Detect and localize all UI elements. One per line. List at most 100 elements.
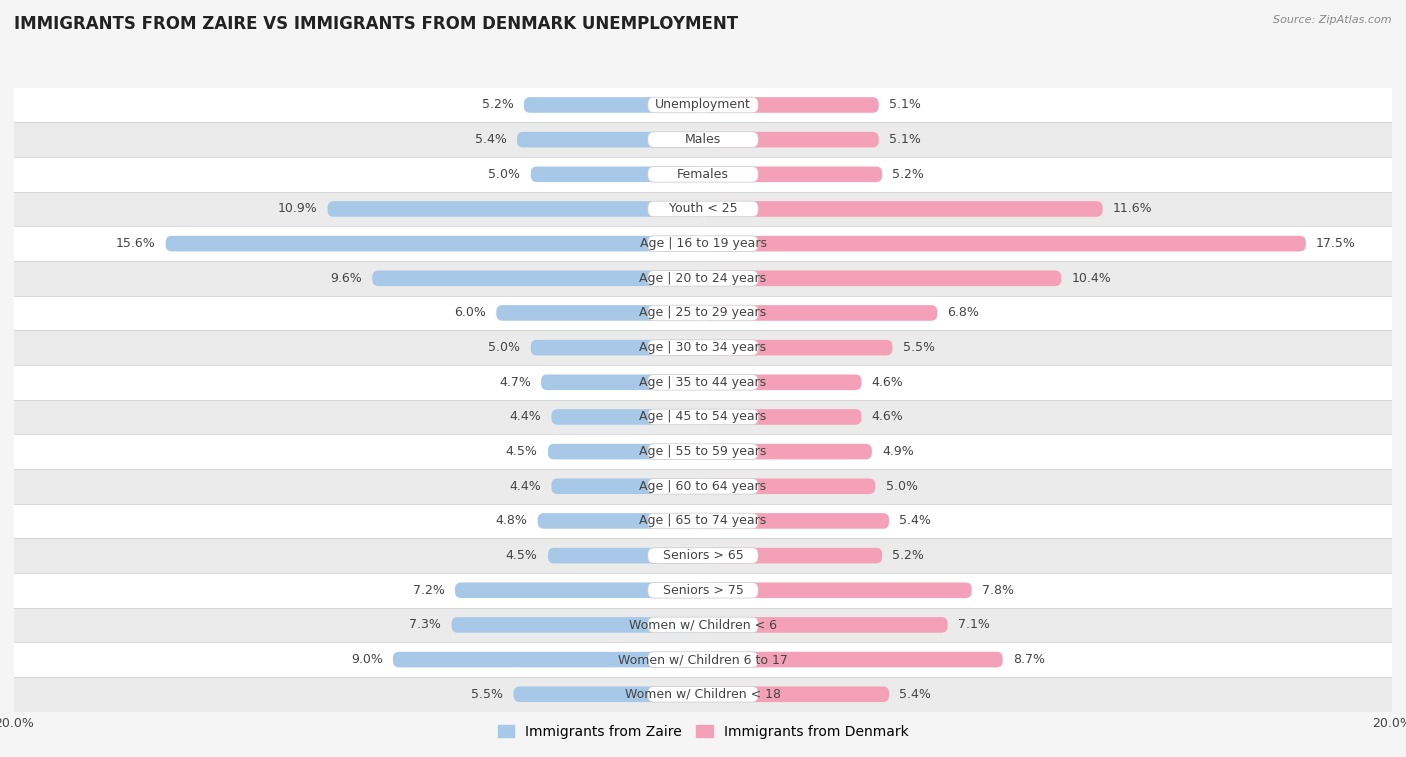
FancyBboxPatch shape <box>451 617 703 633</box>
Text: Seniors > 65: Seniors > 65 <box>662 549 744 562</box>
FancyBboxPatch shape <box>513 687 703 702</box>
Text: 4.4%: 4.4% <box>509 410 541 423</box>
FancyBboxPatch shape <box>648 201 758 217</box>
Text: 9.0%: 9.0% <box>350 653 382 666</box>
FancyBboxPatch shape <box>524 97 703 113</box>
Text: 4.5%: 4.5% <box>506 549 537 562</box>
Text: 6.0%: 6.0% <box>454 307 486 319</box>
FancyBboxPatch shape <box>648 478 758 494</box>
FancyBboxPatch shape <box>551 478 703 494</box>
Text: 11.6%: 11.6% <box>1114 202 1153 216</box>
FancyBboxPatch shape <box>703 167 882 182</box>
Text: 5.2%: 5.2% <box>482 98 513 111</box>
Text: 5.4%: 5.4% <box>900 688 931 701</box>
Text: Youth < 25: Youth < 25 <box>669 202 737 216</box>
Text: 7.1%: 7.1% <box>957 618 990 631</box>
Text: Women w/ Children 6 to 17: Women w/ Children 6 to 17 <box>619 653 787 666</box>
FancyBboxPatch shape <box>703 132 879 148</box>
Text: 5.4%: 5.4% <box>900 515 931 528</box>
Text: 5.0%: 5.0% <box>886 480 918 493</box>
FancyBboxPatch shape <box>648 582 758 598</box>
FancyBboxPatch shape <box>648 305 758 321</box>
FancyBboxPatch shape <box>703 375 862 390</box>
FancyBboxPatch shape <box>648 548 758 563</box>
FancyBboxPatch shape <box>703 97 879 113</box>
Text: 8.7%: 8.7% <box>1012 653 1045 666</box>
Text: 7.8%: 7.8% <box>981 584 1014 597</box>
Bar <box>14 261 1392 296</box>
Text: 10.9%: 10.9% <box>277 202 318 216</box>
FancyBboxPatch shape <box>517 132 703 148</box>
FancyBboxPatch shape <box>373 270 703 286</box>
Bar <box>14 573 1392 608</box>
FancyBboxPatch shape <box>703 236 1306 251</box>
Text: 7.2%: 7.2% <box>413 584 444 597</box>
Text: 5.5%: 5.5% <box>903 341 935 354</box>
Text: 17.5%: 17.5% <box>1316 237 1355 250</box>
FancyBboxPatch shape <box>648 617 758 633</box>
Bar <box>14 330 1392 365</box>
Text: Age | 65 to 74 years: Age | 65 to 74 years <box>640 515 766 528</box>
Bar <box>14 226 1392 261</box>
Bar <box>14 469 1392 503</box>
Bar <box>14 157 1392 192</box>
FancyBboxPatch shape <box>648 444 758 459</box>
FancyBboxPatch shape <box>703 513 889 528</box>
FancyBboxPatch shape <box>648 375 758 390</box>
FancyBboxPatch shape <box>648 236 758 251</box>
FancyBboxPatch shape <box>548 548 703 563</box>
FancyBboxPatch shape <box>703 270 1062 286</box>
FancyBboxPatch shape <box>703 305 938 321</box>
Text: Women w/ Children < 18: Women w/ Children < 18 <box>626 688 780 701</box>
FancyBboxPatch shape <box>541 375 703 390</box>
Text: 4.9%: 4.9% <box>882 445 914 458</box>
FancyBboxPatch shape <box>548 444 703 459</box>
Text: 4.7%: 4.7% <box>499 375 531 389</box>
Text: 5.2%: 5.2% <box>893 549 924 562</box>
Text: Age | 20 to 24 years: Age | 20 to 24 years <box>640 272 766 285</box>
FancyBboxPatch shape <box>703 201 1102 217</box>
FancyBboxPatch shape <box>551 409 703 425</box>
FancyBboxPatch shape <box>648 97 758 113</box>
Text: 5.2%: 5.2% <box>893 168 924 181</box>
Text: Age | 55 to 59 years: Age | 55 to 59 years <box>640 445 766 458</box>
FancyBboxPatch shape <box>648 340 758 356</box>
FancyBboxPatch shape <box>703 340 893 356</box>
Bar <box>14 538 1392 573</box>
Bar <box>14 365 1392 400</box>
Bar <box>14 608 1392 642</box>
Bar <box>14 435 1392 469</box>
Text: Age | 35 to 44 years: Age | 35 to 44 years <box>640 375 766 389</box>
Legend: Immigrants from Zaire, Immigrants from Denmark: Immigrants from Zaire, Immigrants from D… <box>492 719 914 744</box>
Text: 7.3%: 7.3% <box>409 618 441 631</box>
FancyBboxPatch shape <box>703 617 948 633</box>
FancyBboxPatch shape <box>328 201 703 217</box>
Text: 5.5%: 5.5% <box>471 688 503 701</box>
Text: Males: Males <box>685 133 721 146</box>
Text: Age | 16 to 19 years: Age | 16 to 19 years <box>640 237 766 250</box>
Text: 9.6%: 9.6% <box>330 272 361 285</box>
FancyBboxPatch shape <box>531 167 703 182</box>
Text: 4.6%: 4.6% <box>872 410 904 423</box>
Text: 4.6%: 4.6% <box>872 375 904 389</box>
Text: Seniors > 75: Seniors > 75 <box>662 584 744 597</box>
Text: Source: ZipAtlas.com: Source: ZipAtlas.com <box>1274 15 1392 25</box>
FancyBboxPatch shape <box>531 340 703 356</box>
FancyBboxPatch shape <box>703 687 889 702</box>
Bar <box>14 192 1392 226</box>
FancyBboxPatch shape <box>496 305 703 321</box>
Text: 5.0%: 5.0% <box>488 168 520 181</box>
FancyBboxPatch shape <box>648 270 758 286</box>
Bar <box>14 296 1392 330</box>
Text: Women w/ Children < 6: Women w/ Children < 6 <box>628 618 778 631</box>
FancyBboxPatch shape <box>648 687 758 702</box>
FancyBboxPatch shape <box>648 652 758 668</box>
FancyBboxPatch shape <box>648 409 758 425</box>
Bar <box>14 400 1392 435</box>
Text: 4.8%: 4.8% <box>495 515 527 528</box>
FancyBboxPatch shape <box>648 167 758 182</box>
FancyBboxPatch shape <box>648 132 758 148</box>
Text: 5.0%: 5.0% <box>488 341 520 354</box>
Text: IMMIGRANTS FROM ZAIRE VS IMMIGRANTS FROM DENMARK UNEMPLOYMENT: IMMIGRANTS FROM ZAIRE VS IMMIGRANTS FROM… <box>14 15 738 33</box>
Text: 5.4%: 5.4% <box>475 133 506 146</box>
